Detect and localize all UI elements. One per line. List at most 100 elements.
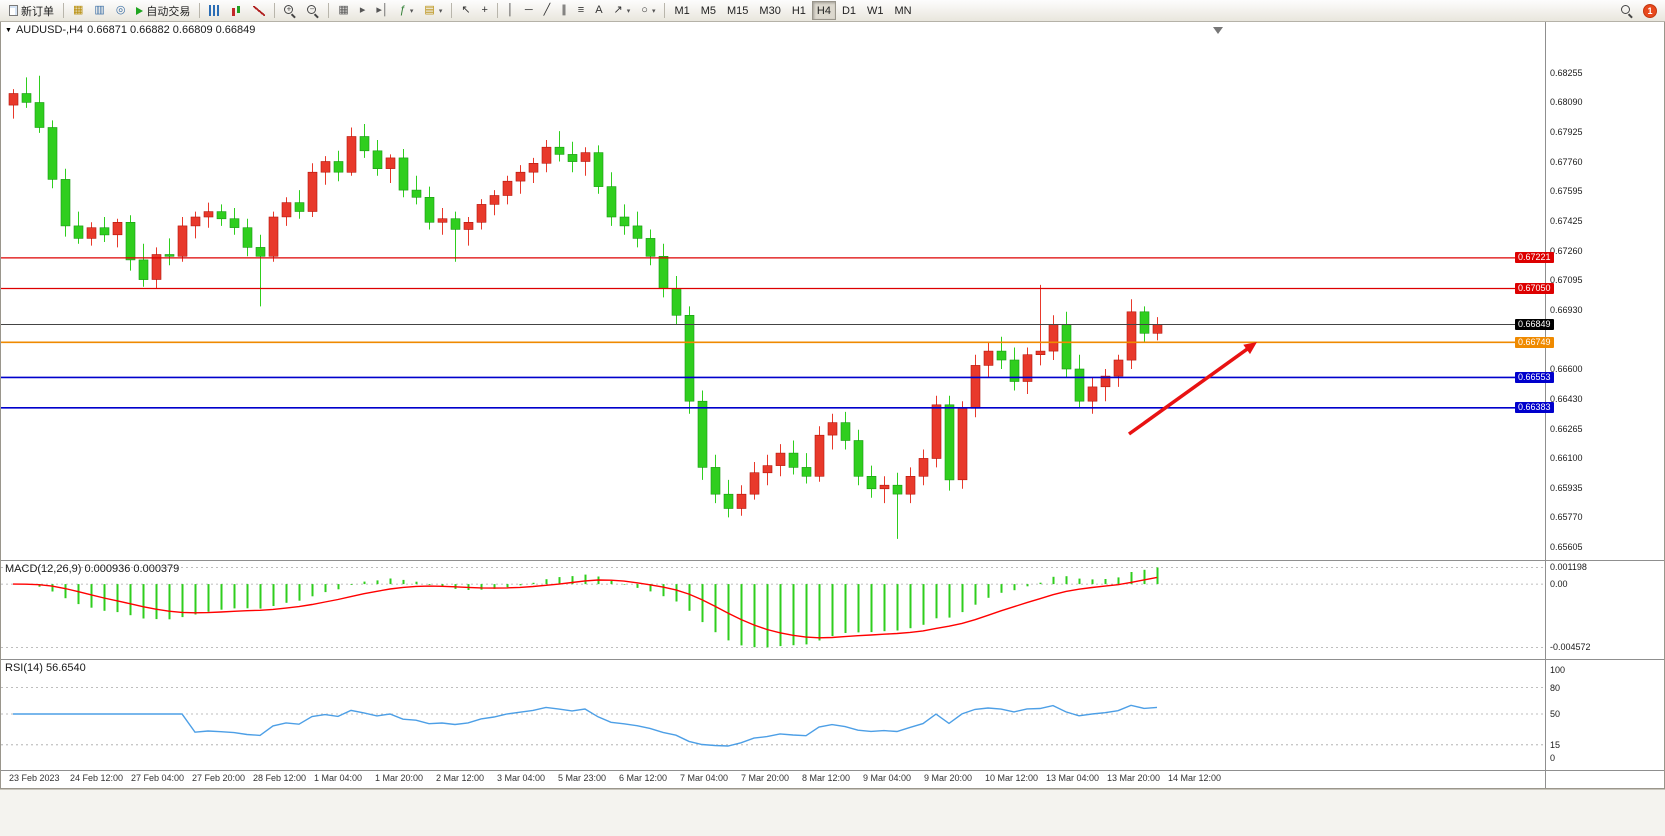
price-level-tag: 0.67221 bbox=[1515, 252, 1554, 264]
auto-trading-button[interactable]: 自动交易 bbox=[131, 1, 195, 20]
time-axis-label: 24 Feb 12:00 bbox=[70, 773, 124, 783]
bar-chart-icon[interactable] bbox=[204, 1, 225, 20]
price-axis-label: 0.66430 bbox=[1550, 394, 1583, 405]
horizontal-line-icon[interactable]: ─ bbox=[520, 1, 538, 20]
channel-icon[interactable]: ∥ bbox=[556, 1, 572, 20]
indicators-button[interactable]: ƒ ▾ bbox=[395, 1, 419, 20]
macd-axis-label: 0.001198 bbox=[1550, 562, 1587, 573]
macd-axis-label: 0.00 bbox=[1550, 579, 1568, 590]
rsi-label: RSI(14) 56.6540 bbox=[5, 662, 86, 674]
candlestick-chart-icon[interactable] bbox=[226, 1, 247, 20]
auto-scroll-icon[interactable]: ▸ bbox=[355, 1, 371, 20]
toolbar-separator bbox=[328, 3, 330, 18]
timeframe-m30-button[interactable]: M30 bbox=[754, 1, 785, 20]
timeframe-h1-button[interactable]: H1 bbox=[787, 1, 811, 20]
new-order-button[interactable]: 新订单 bbox=[4, 1, 59, 20]
ohlc-readout: 0.66871 0.66882 0.66809 0.66849 bbox=[87, 24, 256, 36]
fibonacci-icon[interactable]: ≡ bbox=[573, 1, 589, 20]
rsi-canvas[interactable]: RSI(14) 56.6540 bbox=[1, 660, 1545, 770]
candlestick-chart[interactable] bbox=[1, 22, 1545, 560]
rsi-panel: RSI(14) 56.6540 100 80 50 15 0 bbox=[1, 659, 1664, 770]
time-axis-label: 1 Mar 20:00 bbox=[375, 773, 424, 783]
arrows-icon[interactable]: ↗ ▾ bbox=[609, 1, 636, 20]
time-axis-label: 5 Mar 23:00 bbox=[558, 773, 607, 783]
time-axis-label: 8 Mar 12:00 bbox=[802, 773, 851, 783]
crosshair-icon[interactable]: + bbox=[477, 1, 493, 20]
price-axis-label: 0.65605 bbox=[1550, 541, 1583, 552]
chart-window: ▼ AUDUSD-,H4 0.66871 0.66882 0.66809 0.6… bbox=[0, 22, 1665, 789]
vertical-line-icon[interactable]: │ bbox=[502, 1, 519, 20]
macd-chart[interactable] bbox=[1, 561, 1545, 659]
profiles-icon[interactable]: ▥ bbox=[89, 1, 109, 20]
dropdown-arrow-icon: ▾ bbox=[438, 7, 443, 15]
toolbar-separator bbox=[664, 3, 666, 18]
timeframe-m1-button[interactable]: M1 bbox=[669, 1, 694, 20]
cursor-icon[interactable]: ↖ bbox=[456, 1, 475, 20]
text-icon[interactable]: A bbox=[590, 1, 607, 20]
rsi-axis-label: 15 bbox=[1550, 739, 1561, 750]
time-axis-label: 27 Feb 20:00 bbox=[192, 773, 246, 783]
time-axis-label: 9 Mar 20:00 bbox=[924, 773, 973, 783]
price-axis[interactable]: 0.68255 0.68090 0.67925 0.67760 0.67595 0.674… bbox=[1515, 22, 1664, 560]
timeframe-w1-button[interactable]: W1 bbox=[862, 1, 889, 20]
time-axis-label: 28 Feb 12:00 bbox=[253, 773, 307, 783]
macd-panel: MACD(12,26,9) 0.000936 0.000379 0.001198… bbox=[1, 560, 1664, 659]
time-axis-label: 3 Mar 04:00 bbox=[497, 773, 546, 783]
rsi-chart[interactable] bbox=[1, 660, 1545, 770]
chart-shift-icon[interactable]: ▸│ bbox=[371, 1, 393, 20]
time-axis-label: 1 Mar 04:00 bbox=[314, 773, 363, 783]
toolbar-separator bbox=[63, 3, 64, 18]
templates-button[interactable]: ▤ ▾ bbox=[419, 1, 447, 20]
main-toolbar: 新订单▦▥◎自动交易▦▸▸│ƒ▾▤▾↖+│─╱∥≡A↗▾○▾M1M5M15M30… bbox=[0, 0, 1665, 22]
line-chart-icon[interactable] bbox=[248, 1, 270, 20]
search-icon[interactable] bbox=[1616, 1, 1638, 20]
macd-axis-label: -0.004572 bbox=[1550, 642, 1591, 653]
price-axis-label: 0.67260 bbox=[1550, 245, 1583, 256]
time-axis-label: 23 Feb 2023 bbox=[9, 773, 60, 783]
tile-windows-icon[interactable]: ▦ bbox=[333, 1, 353, 20]
time-axis-label: 7 Mar 20:00 bbox=[741, 773, 790, 783]
price-axis-label: 0.68255 bbox=[1550, 67, 1583, 78]
time-axis-label: 13 Mar 20:00 bbox=[1107, 773, 1161, 783]
time-axis-label: 2 Mar 12:00 bbox=[436, 773, 485, 783]
timeframe-mn-button[interactable]: MN bbox=[890, 1, 917, 20]
timeframe-h4-button[interactable]: H4 bbox=[811, 1, 836, 20]
dropdown-arrow-icon: ▾ bbox=[409, 7, 414, 15]
price-axis-label: 0.66600 bbox=[1550, 363, 1583, 374]
price-level-tag: 0.66553 bbox=[1515, 371, 1554, 383]
dropdown-arrow-icon: ▾ bbox=[626, 7, 631, 15]
macd-canvas[interactable]: MACD(12,26,9) 0.000936 0.000379 bbox=[1, 561, 1545, 659]
rsi-axis[interactable]: 100 80 50 15 0 bbox=[1545, 660, 1664, 770]
timeframe-m15-button[interactable]: M15 bbox=[722, 1, 753, 20]
price-axis-label: 0.67760 bbox=[1550, 156, 1583, 167]
macd-axis[interactable]: 0.001198 0.00 -0.004572 bbox=[1545, 561, 1664, 659]
search-icon bbox=[1621, 5, 1630, 14]
chart-windows-icon[interactable]: ▦ bbox=[68, 1, 88, 20]
toolbar-separator bbox=[496, 3, 498, 18]
zoom-in-icon[interactable] bbox=[279, 1, 301, 20]
rsi-axis-label: 100 bbox=[1550, 665, 1566, 675]
price-axis-label: 0.67595 bbox=[1550, 186, 1583, 197]
chart-menu-icon[interactable]: ▼ bbox=[5, 26, 12, 34]
trendline-icon[interactable]: ╱ bbox=[539, 1, 556, 20]
dropdown-arrow-icon: ▾ bbox=[651, 7, 656, 15]
shapes-icon[interactable]: ○ ▾ bbox=[636, 1, 660, 20]
rsi-axis-label: 80 bbox=[1550, 682, 1561, 693]
time-axis[interactable]: 23 Feb 2023 24 Feb 12:00 27 Feb 04:00 27 Fe… bbox=[1, 771, 1545, 788]
macd-label: MACD(12,26,9) 0.000936 0.000379 bbox=[5, 563, 180, 575]
toolbar-separator bbox=[451, 3, 453, 18]
price-axis-label: 0.65935 bbox=[1550, 482, 1583, 493]
time-axis-row: 23 Feb 2023 24 Feb 12:00 27 Feb 04:00 27 Fe… bbox=[1, 770, 1664, 788]
price-chart-canvas[interactable]: ▼ AUDUSD-,H4 0.66871 0.66882 0.66809 0.6… bbox=[1, 22, 1545, 560]
zoom-out-icon[interactable] bbox=[302, 1, 324, 20]
price-axis-label: 0.66265 bbox=[1550, 423, 1583, 434]
symbol-period-label: AUDUSD-,H4 bbox=[15, 24, 84, 36]
timeframe-m5-button[interactable]: M5 bbox=[696, 1, 721, 20]
timeframe-d1-button[interactable]: D1 bbox=[837, 1, 861, 20]
price-level-tag: 0.66749 bbox=[1515, 336, 1554, 348]
zoom-out-icon bbox=[307, 5, 317, 14]
toolbar-separator bbox=[274, 3, 276, 18]
notification-badge[interactable]: 1 bbox=[1643, 3, 1657, 18]
refresh-icon[interactable]: ◎ bbox=[111, 1, 131, 20]
